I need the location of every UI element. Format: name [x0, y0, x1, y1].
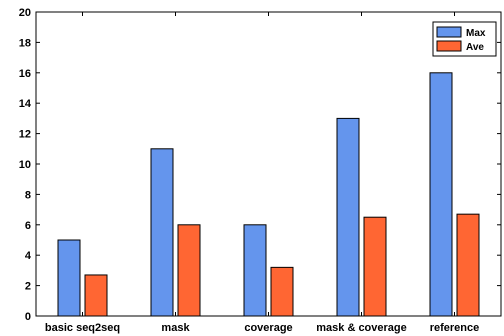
y-tick-label: 4	[25, 250, 32, 262]
y-tick-label: 2	[25, 281, 31, 293]
x-category-label: mask	[161, 322, 190, 334]
y-tick-label: 0	[25, 311, 31, 323]
bars-group	[57, 72, 480, 317]
bar-max-2	[243, 224, 267, 317]
bar-max-0	[57, 239, 81, 317]
x-category-label: coverage	[244, 322, 292, 334]
y-tick-label: 10	[19, 159, 31, 171]
x-category-label: basic seq2seq	[45, 322, 120, 334]
y-tick-label: 14	[19, 98, 32, 110]
y-tick-label: 8	[25, 189, 31, 201]
bar-ave-0	[84, 274, 108, 317]
y-tick-label: 20	[19, 7, 31, 19]
legend-label-max: Max	[466, 28, 486, 39]
y-tick-label: 12	[19, 129, 31, 141]
x-category-label: reference	[430, 322, 480, 334]
legend-swatch-ave	[436, 40, 462, 52]
legend-swatch-max	[436, 26, 462, 38]
bar-ave-2	[270, 266, 294, 317]
bar-max-4	[429, 72, 453, 317]
y-tick-label: 6	[25, 220, 31, 232]
bar-ave-1	[177, 224, 201, 317]
y-tick-label: 16	[19, 68, 31, 80]
bar-ave-3	[363, 216, 387, 317]
y-tick-label: 18	[19, 37, 31, 49]
x-category-label: mask & coverage	[316, 322, 407, 334]
bar-ave-4	[456, 213, 480, 317]
axes-group: 0 2 4 6 8 10 12 14 16 18 20 basic seq2seq mask covera…	[19, 7, 502, 334]
bar-max-3	[336, 117, 360, 317]
legend-label-ave: Ave	[466, 42, 484, 53]
legend: Max Ave	[432, 21, 497, 57]
bar-max-1	[150, 148, 174, 317]
